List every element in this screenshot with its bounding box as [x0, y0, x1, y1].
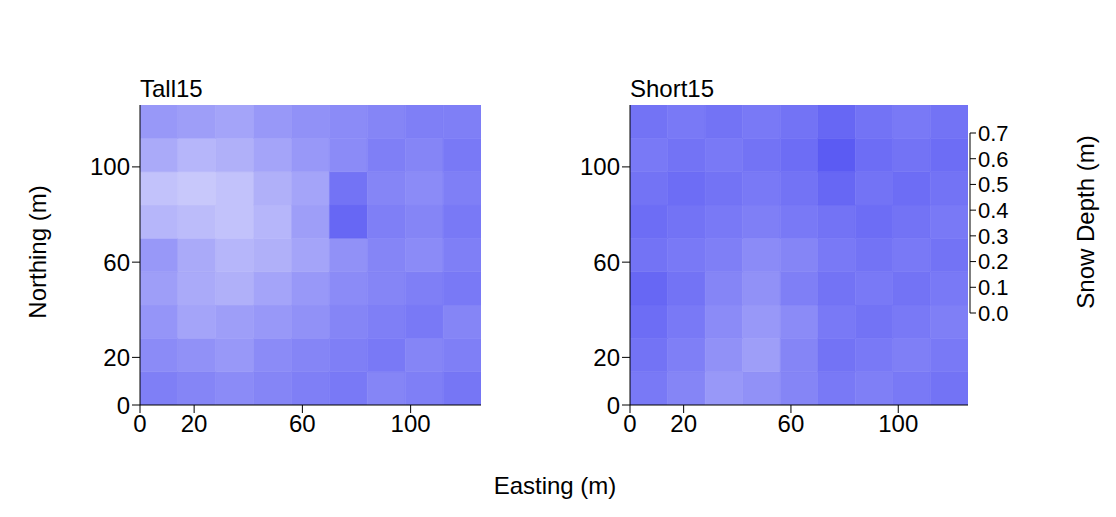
html-text:Short15: Short15 — [630, 75, 715, 102]
svg-text:20: 20 — [103, 344, 130, 371]
svg-text:60: 60 — [593, 249, 620, 276]
svg-text:100: 100 — [580, 153, 620, 180]
svg-text:0.3: 0.3 — [978, 224, 1009, 249]
svg-text:0: 0 — [623, 410, 636, 437]
html-text:Tall15: Tall15 — [140, 75, 203, 102]
svg-text:0: 0 — [607, 392, 620, 419]
html-text:Snow Depth (m): Snow Depth (m) — [1072, 135, 1099, 309]
html-text:Easting (m): Easting (m) — [493, 472, 617, 499]
svg-text:100: 100 — [878, 410, 918, 437]
svg-text:100: 100 — [90, 153, 130, 180]
svg-text:0: 0 — [133, 410, 146, 437]
svg-text:60: 60 — [778, 410, 805, 437]
svg-text:100: 100 — [391, 410, 431, 437]
svg-text:0.0: 0.0 — [978, 301, 1009, 325]
svg-text:20: 20 — [181, 410, 208, 437]
svg-text:0.7: 0.7 — [978, 121, 1009, 146]
svg-text:60: 60 — [103, 249, 130, 276]
svg-text:0: 0 — [117, 392, 130, 419]
svg-text:0.2: 0.2 — [978, 249, 1009, 274]
svg-text:0.1: 0.1 — [978, 275, 1009, 300]
html-text:Northing (m): Northing (m) — [24, 185, 51, 319]
svg-text:0.4: 0.4 — [978, 198, 1009, 223]
svg-text:20: 20 — [593, 344, 620, 371]
svg-text:20: 20 — [670, 410, 697, 437]
svg-text:0.5: 0.5 — [978, 172, 1009, 197]
svg-text:0.6: 0.6 — [978, 147, 1009, 172]
svg-text:60: 60 — [289, 410, 316, 437]
